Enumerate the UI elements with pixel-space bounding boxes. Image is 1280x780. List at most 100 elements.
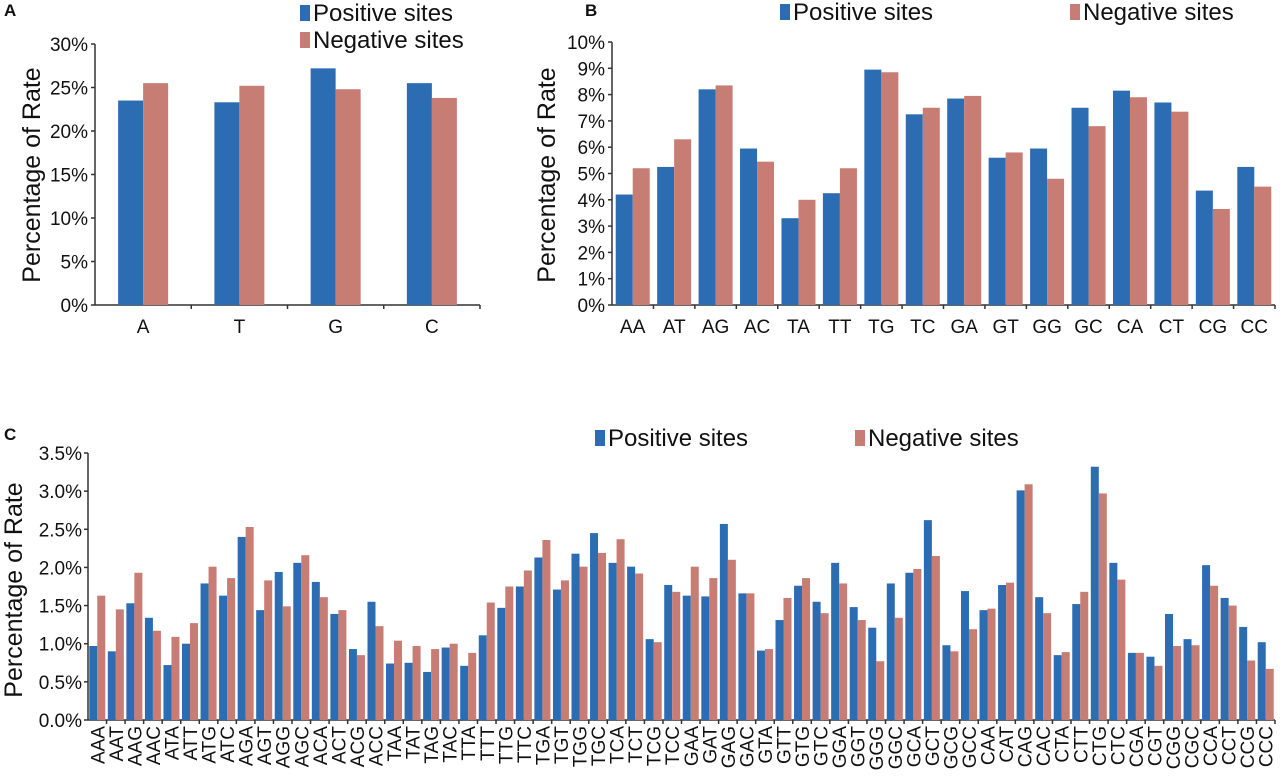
bar-negative-c bbox=[431, 97, 457, 305]
bar-positive-aat bbox=[107, 651, 116, 720]
x-tick-label: ATG bbox=[200, 726, 221, 764]
bar-positive-ac bbox=[740, 148, 758, 305]
x-tick-label: CTG bbox=[1090, 726, 1111, 766]
bar-negative-ta bbox=[798, 199, 816, 305]
bar-negative-ttt bbox=[486, 602, 495, 720]
bar-negative-ttg bbox=[505, 586, 514, 720]
bar-positive-cc bbox=[1237, 166, 1255, 305]
bar-positive-cga bbox=[1127, 652, 1136, 720]
bar-positive-caa bbox=[979, 610, 988, 720]
bar-positive-gaa bbox=[682, 595, 691, 720]
bar-positive-tta bbox=[460, 665, 469, 720]
bar-positive-cgg bbox=[1164, 613, 1173, 720]
x-tick-label: TGT bbox=[552, 726, 573, 764]
y-tick-label: 20% bbox=[50, 122, 88, 143]
bar-negative-cca bbox=[1210, 585, 1219, 720]
y-tick-label: 10% bbox=[50, 209, 88, 230]
x-tick-label: ATC bbox=[218, 726, 239, 763]
x-tick-label: GGG bbox=[867, 726, 888, 770]
x-tick-label: CAG bbox=[1016, 726, 1037, 767]
bar-negative-a bbox=[143, 83, 169, 306]
x-tick-label: GCC bbox=[960, 726, 981, 768]
x-tick-label: CCG bbox=[1238, 726, 1259, 768]
x-tick-label: C bbox=[425, 317, 439, 338]
x-tick-label: TGA bbox=[533, 726, 554, 765]
y-tick-label: 2.5% bbox=[39, 520, 82, 541]
bar-negative-tga bbox=[542, 539, 551, 720]
x-tick-label: ACA bbox=[311, 726, 332, 765]
y-tick-label: 1% bbox=[578, 270, 606, 291]
x-tick-label: ATA bbox=[162, 726, 183, 760]
bar-negative-ggc bbox=[894, 617, 903, 720]
x-tick-label: GCA bbox=[904, 726, 925, 768]
x-tick-label: TTA bbox=[459, 726, 480, 761]
bar-negative-acc bbox=[375, 626, 384, 720]
legend-label-positive: Positive sites bbox=[313, 0, 453, 27]
bar-positive-ggc bbox=[886, 583, 895, 720]
bar-negative-act bbox=[338, 610, 347, 720]
bar-negative-tta bbox=[468, 652, 477, 720]
x-tick-label: GTT bbox=[775, 726, 796, 764]
bar-positive-gg bbox=[1030, 148, 1048, 305]
y-tick-label: 0% bbox=[61, 296, 89, 317]
y-axis-label: Percentage of Rate bbox=[533, 67, 561, 282]
x-tick-label: CT bbox=[1159, 317, 1185, 338]
x-tick-label: TAG bbox=[422, 726, 443, 764]
x-tick-label: TTC bbox=[515, 726, 536, 763]
bar-negative-agc bbox=[301, 555, 310, 720]
bar-positive-tag bbox=[423, 671, 432, 720]
bar-positive-acg bbox=[348, 649, 357, 720]
bar-positive-gga bbox=[831, 562, 840, 720]
bar-positive-tcc bbox=[664, 584, 673, 720]
x-tick-label: GCG bbox=[941, 726, 962, 769]
x-tick-label: TG bbox=[868, 317, 894, 338]
bar-negative-ccg bbox=[1247, 660, 1256, 720]
x-tick-label: GA bbox=[950, 317, 978, 338]
x-tick-label: GGC bbox=[886, 726, 907, 769]
y-tick-label: 2% bbox=[578, 243, 606, 264]
legend-swatch-positive bbox=[300, 5, 310, 21]
bar-negative-gga bbox=[839, 583, 848, 720]
bar-negative-gc bbox=[1088, 126, 1106, 305]
bar-positive-ga bbox=[947, 98, 965, 305]
bar-positive-gtc bbox=[812, 601, 821, 720]
x-tick-label: CC bbox=[1241, 317, 1268, 338]
bar-positive-ct bbox=[1154, 102, 1172, 306]
bar-positive-ctg bbox=[1090, 466, 1099, 720]
bar-negative-atc bbox=[227, 578, 236, 720]
bar-negative-aga bbox=[245, 526, 254, 720]
x-tick-label: CGG bbox=[1164, 726, 1185, 769]
bar-negative-tt bbox=[839, 168, 857, 305]
x-tick-label: AGA bbox=[237, 726, 258, 766]
bar-positive-tgg bbox=[571, 553, 580, 720]
panel-label: A bbox=[4, 1, 16, 20]
bar-positive-gag bbox=[719, 523, 728, 720]
bar-positive-aa bbox=[615, 194, 633, 305]
x-tick-label: TT bbox=[828, 317, 852, 338]
x-tick-label: ACC bbox=[366, 726, 387, 766]
bar-positive-cgt bbox=[1146, 656, 1155, 720]
x-tick-label: CCT bbox=[1220, 726, 1241, 765]
bar-negative-tc bbox=[922, 107, 940, 305]
bar-negative-cgt bbox=[1154, 665, 1163, 720]
x-tick-label: TGG bbox=[570, 726, 591, 767]
x-tick-label: CG bbox=[1199, 317, 1228, 338]
bar-negative-tcc bbox=[672, 591, 681, 720]
bar-positive-att bbox=[182, 643, 191, 720]
bar-negative-att bbox=[190, 623, 199, 720]
bar-positive-ata bbox=[163, 665, 172, 720]
bar-positive-aac bbox=[144, 617, 153, 720]
x-tick-label: TCT bbox=[626, 726, 647, 763]
panel-a: A 0% 5% 10% 15% 20% 25% 30%Percentage of Rate A T… bbox=[4, 0, 481, 338]
x-tick-label: TAC bbox=[441, 726, 462, 763]
x-tick-label: TAT bbox=[404, 726, 425, 759]
panel-label: B bbox=[585, 1, 597, 20]
bar-negative-ac bbox=[757, 161, 775, 305]
bar-positive-cac bbox=[1035, 597, 1044, 720]
legend-swatch-positive bbox=[595, 430, 605, 446]
y-tick-label: 3.0% bbox=[39, 482, 82, 503]
x-tick-label: T bbox=[234, 317, 246, 338]
bar-negative-gg bbox=[1047, 178, 1065, 305]
bar-positive-cca bbox=[1202, 565, 1211, 720]
